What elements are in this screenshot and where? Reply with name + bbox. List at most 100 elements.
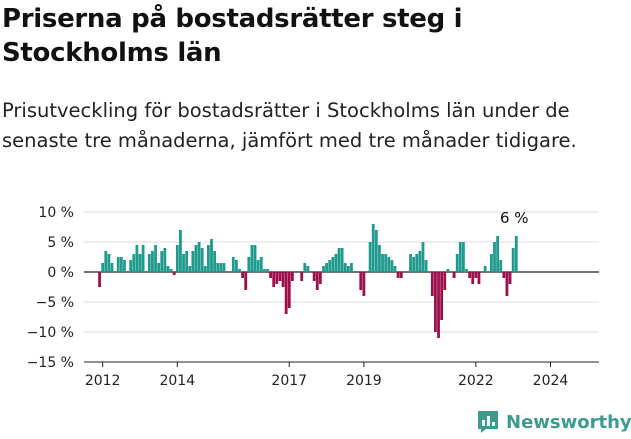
bar <box>275 272 279 284</box>
bar <box>300 272 304 281</box>
bar <box>455 254 459 272</box>
bar <box>502 272 506 278</box>
bar <box>325 263 328 272</box>
bar <box>483 266 487 272</box>
bar <box>409 254 412 272</box>
bar <box>468 272 472 278</box>
bar <box>318 272 322 284</box>
bar <box>374 230 378 272</box>
bar <box>290 272 294 281</box>
bar <box>462 242 465 272</box>
bar <box>331 257 335 272</box>
bar <box>281 272 285 287</box>
bar <box>101 263 105 272</box>
bar <box>98 272 101 287</box>
bar <box>440 272 444 320</box>
bar <box>499 260 503 272</box>
x-tick-label: 2014 <box>159 373 195 389</box>
bar <box>493 242 496 272</box>
bar <box>210 239 213 272</box>
bar <box>194 245 198 272</box>
bar <box>303 263 307 272</box>
bar <box>390 260 394 272</box>
bar <box>200 248 204 272</box>
bar <box>393 266 397 272</box>
bar <box>175 245 179 272</box>
bar <box>452 272 456 278</box>
bar <box>197 242 201 272</box>
bar <box>415 254 419 272</box>
y-tick-label: 5 % <box>47 235 74 251</box>
bar <box>505 272 509 296</box>
bar <box>511 248 515 272</box>
bar <box>306 266 310 272</box>
bar <box>269 272 272 278</box>
bar <box>387 257 391 272</box>
bar <box>119 257 123 272</box>
bar-chart: 10 %5 %0 %−5 %−10 %−15 % 2012 2014 2017 201… <box>27 205 599 389</box>
bar <box>284 272 288 314</box>
bar <box>412 257 416 272</box>
y-tick-label: −15 % <box>27 355 74 371</box>
page-title: Priserna på bostadsrätter steg i Stockho… <box>2 4 463 68</box>
x-tick-label: 2017 <box>271 373 307 389</box>
x-tick-label: 2022 <box>458 373 494 389</box>
bar <box>253 245 257 272</box>
newsworthy-logo: Newsworthy <box>476 408 631 436</box>
bar <box>188 266 192 272</box>
bar <box>368 242 372 272</box>
annotations: 6 % <box>500 209 529 227</box>
bar <box>508 272 512 284</box>
bar <box>350 263 353 272</box>
bar <box>244 272 248 290</box>
bars <box>98 224 518 338</box>
bar <box>129 260 133 272</box>
bar <box>172 272 176 275</box>
bar <box>157 263 161 272</box>
bar <box>272 272 276 287</box>
bar <box>185 251 189 272</box>
bar <box>123 260 126 272</box>
bar <box>213 251 217 272</box>
bar <box>343 263 347 272</box>
bar <box>247 257 251 272</box>
bar <box>219 263 223 272</box>
bar <box>418 251 422 272</box>
bar <box>474 272 478 278</box>
bar <box>496 236 500 272</box>
bar <box>430 272 434 296</box>
bar <box>443 272 447 290</box>
bar <box>384 254 388 272</box>
bar <box>477 272 481 284</box>
bar <box>328 260 332 272</box>
x-axis-labels: 2012 2014 2017 2019 2022 2024 <box>84 361 599 389</box>
bar <box>421 242 425 272</box>
bar <box>104 251 108 272</box>
x-tick-label: 2012 <box>85 373 121 389</box>
y-tick-label: 0 % <box>47 265 74 281</box>
bar <box>238 269 241 272</box>
bar <box>132 254 136 272</box>
bar <box>362 272 366 296</box>
bar <box>166 266 170 272</box>
bar <box>514 236 518 272</box>
bar <box>256 260 260 272</box>
bar <box>278 272 282 281</box>
bar <box>234 260 238 272</box>
page-subtitle: Prisutveckling för bostadsrätter i Stock… <box>2 99 577 152</box>
bar <box>458 242 462 272</box>
bar <box>471 272 475 284</box>
bar <box>322 266 325 272</box>
bar <box>138 254 142 272</box>
bar <box>312 272 316 281</box>
bar <box>337 248 341 272</box>
bar <box>107 254 111 272</box>
bar <box>160 251 164 272</box>
bar <box>207 245 210 272</box>
bar <box>381 254 384 272</box>
bar <box>262 269 266 272</box>
newsworthy-logo-icon <box>478 411 498 433</box>
bar <box>371 224 375 272</box>
bar <box>179 230 182 272</box>
bar <box>250 245 254 272</box>
